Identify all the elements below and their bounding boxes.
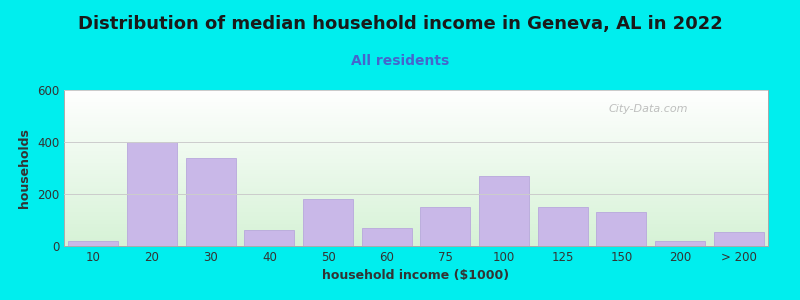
Text: Distribution of median household income in Geneva, AL in 2022: Distribution of median household income … [78,15,722,33]
Text: All residents: All residents [351,54,449,68]
Bar [362,228,411,246]
Bar [245,230,294,246]
Bar [655,241,705,246]
Bar [714,232,763,246]
Bar [186,158,235,246]
Text: City-Data.com: City-Data.com [609,104,688,114]
Bar [596,212,646,246]
Bar [303,199,353,246]
Bar [479,176,529,246]
Bar [127,142,177,246]
Bar [538,207,587,246]
X-axis label: household income ($1000): household income ($1000) [322,269,510,282]
Bar [69,241,118,246]
Bar [421,207,470,246]
Y-axis label: households: households [18,128,31,208]
